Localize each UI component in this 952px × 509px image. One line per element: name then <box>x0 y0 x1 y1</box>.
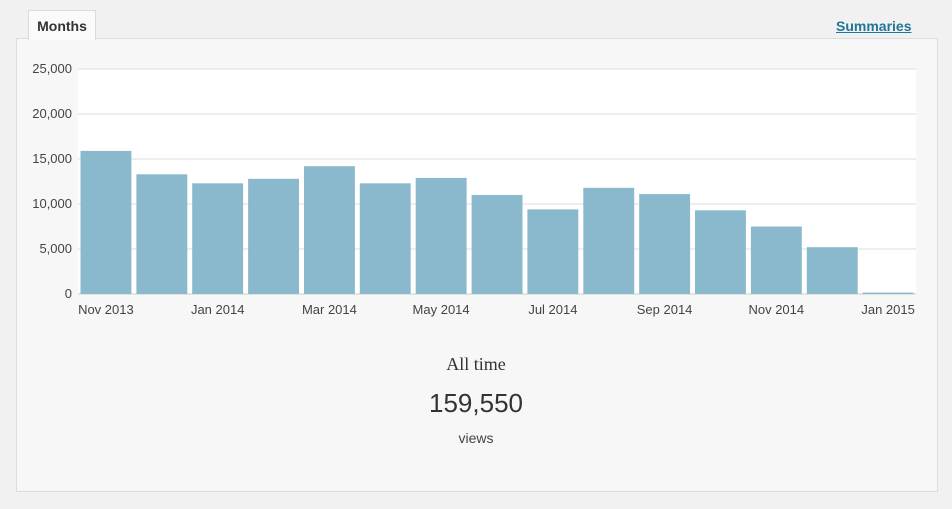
views-unit-label: views <box>458 430 494 446</box>
y-tick-label: 0 <box>65 286 72 301</box>
bar-sep-2014[interactable] <box>639 194 691 294</box>
bar-nov-2013[interactable] <box>80 150 132 294</box>
x-tick-label: Jan 2014 <box>191 302 245 317</box>
x-tick-label: Mar 2014 <box>302 302 357 317</box>
x-tick-label: Jan 2015 <box>861 302 915 317</box>
views-bar-chart: 25,000 20,000 15,000 10,000 5,000 0 Nov 2013 J… <box>32 61 916 317</box>
total-views: 159,550 <box>429 388 523 418</box>
bar-jul-2014[interactable] <box>527 209 579 294</box>
x-tick-label: Jul 2014 <box>528 302 577 317</box>
bar-jan-2015[interactable] <box>862 292 914 294</box>
bar-dec-2013[interactable] <box>136 174 188 294</box>
y-tick-label: 20,000 <box>32 106 72 121</box>
bar-jan-2014[interactable] <box>192 183 244 294</box>
bar-may-2014[interactable] <box>415 177 467 294</box>
tab-months[interactable]: Months <box>28 10 96 40</box>
y-tick-label: 15,000 <box>32 151 72 166</box>
bar-apr-2014[interactable] <box>359 183 411 294</box>
bar-mar-2014[interactable] <box>304 166 355 294</box>
x-tick-label: May 2014 <box>413 302 470 317</box>
y-tick-label: 5,000 <box>39 241 72 256</box>
x-tick-label: Nov 2013 <box>78 302 134 317</box>
all-time-title: All time <box>446 354 506 374</box>
bar-nov-2014[interactable] <box>750 226 802 295</box>
y-tick-label: 10,000 <box>32 196 72 211</box>
bar-oct-2014[interactable] <box>695 210 746 294</box>
bar-dec-2014[interactable] <box>806 247 858 294</box>
x-tick-label: Sep 2014 <box>637 302 693 317</box>
x-tick-label: Nov 2014 <box>748 302 804 317</box>
y-tick-label: 25,000 <box>32 61 72 76</box>
bar-jun-2014[interactable] <box>471 195 523 294</box>
bar-aug-2014[interactable] <box>583 187 635 294</box>
bar-feb-2014[interactable] <box>248 178 299 294</box>
summaries-link[interactable]: Summaries <box>836 18 912 34</box>
